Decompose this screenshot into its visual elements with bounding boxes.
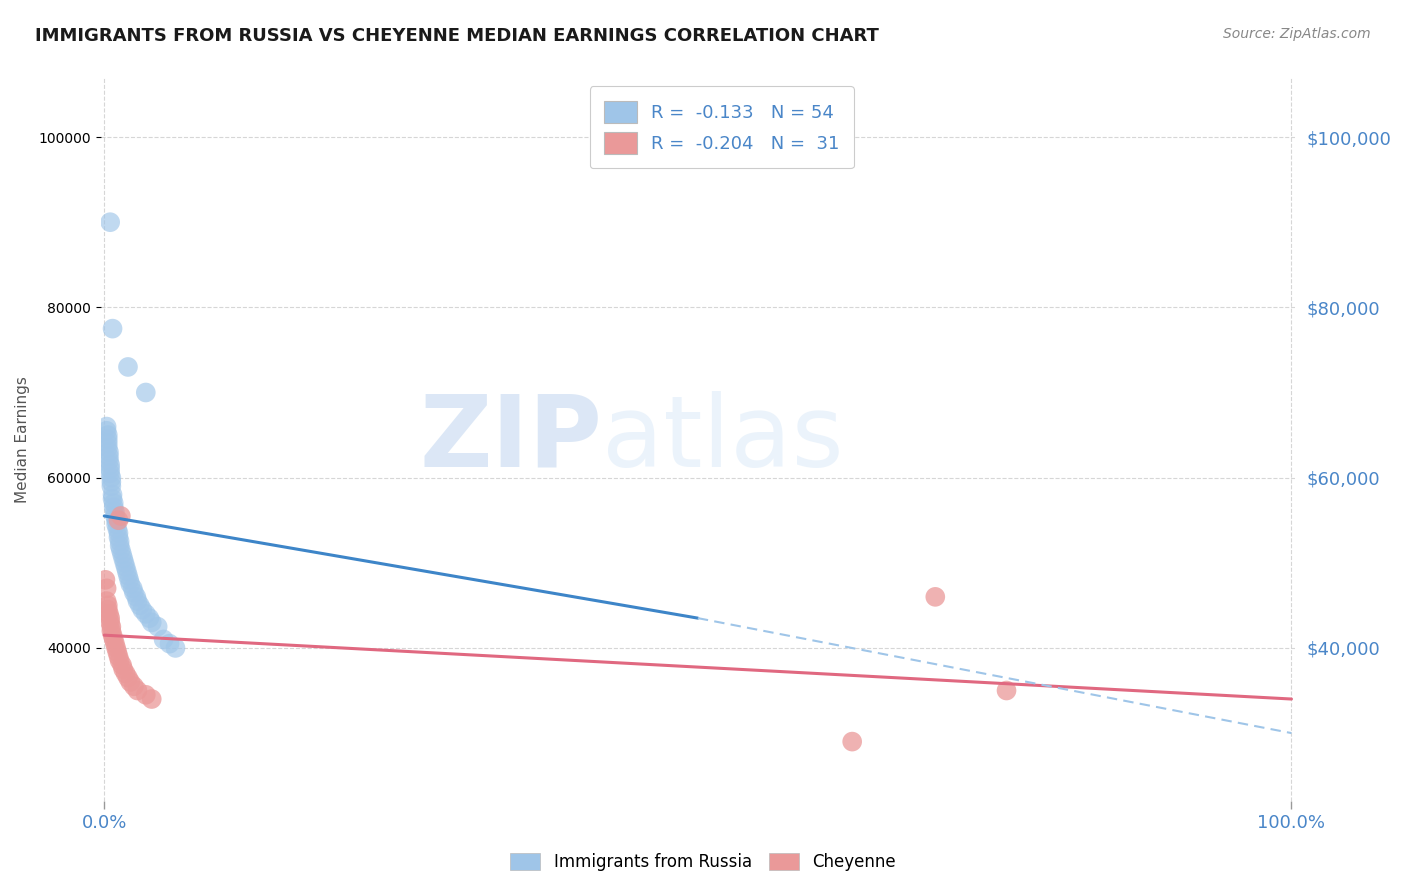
Point <box>97 428 120 442</box>
Point <box>96 594 118 608</box>
Point <box>117 568 139 582</box>
Point <box>110 508 132 523</box>
Point <box>98 450 121 464</box>
Point <box>111 547 134 561</box>
Y-axis label: Median Earnings: Median Earnings <box>15 376 30 503</box>
Point <box>103 632 125 647</box>
Point <box>98 458 121 472</box>
Point <box>103 500 125 515</box>
Point <box>100 479 122 493</box>
Text: ZIP: ZIP <box>419 391 602 488</box>
Point <box>120 577 142 591</box>
Point <box>114 560 136 574</box>
Point <box>995 683 1018 698</box>
Point <box>841 734 863 748</box>
Point <box>120 675 142 690</box>
Point <box>127 683 149 698</box>
Point <box>135 607 157 621</box>
Point <box>141 692 163 706</box>
Point <box>104 637 127 651</box>
Point <box>138 611 160 625</box>
Point <box>105 517 128 532</box>
Point <box>94 573 117 587</box>
Point <box>111 657 134 672</box>
Point <box>108 654 131 668</box>
Point <box>98 607 121 621</box>
Point <box>97 599 120 613</box>
Point <box>114 666 136 681</box>
Point <box>105 640 128 655</box>
Point <box>121 582 143 596</box>
Text: Source: ZipAtlas.com: Source: ZipAtlas.com <box>1223 27 1371 41</box>
Point <box>127 594 149 608</box>
Point <box>117 359 139 374</box>
Point <box>103 496 125 510</box>
Point <box>135 688 157 702</box>
Point <box>118 573 141 587</box>
Point <box>104 508 127 523</box>
Point <box>141 615 163 630</box>
Point <box>152 632 174 647</box>
Point <box>107 526 129 541</box>
Point <box>98 215 121 229</box>
Point <box>107 513 129 527</box>
Point <box>135 385 157 400</box>
Point <box>97 433 120 447</box>
Point <box>100 624 122 638</box>
Point <box>101 321 124 335</box>
Point <box>107 530 129 544</box>
Point <box>101 488 124 502</box>
Point <box>98 453 121 467</box>
Point <box>146 620 169 634</box>
Point <box>97 436 120 450</box>
Point <box>159 637 181 651</box>
Point <box>125 590 148 604</box>
Point <box>112 556 135 570</box>
Point <box>122 585 145 599</box>
Point <box>122 679 145 693</box>
Point <box>117 671 139 685</box>
Point <box>128 599 150 613</box>
Point <box>98 615 121 630</box>
Point <box>165 640 187 655</box>
Point <box>96 424 118 438</box>
Point <box>101 491 124 506</box>
Point <box>108 539 131 553</box>
Point <box>100 475 122 489</box>
Point <box>105 513 128 527</box>
Point <box>105 522 128 536</box>
Point <box>100 620 122 634</box>
Legend: R =  -0.133   N = 54, R =  -0.204   N =  31: R = -0.133 N = 54, R = -0.204 N = 31 <box>589 87 853 169</box>
Point <box>112 662 135 676</box>
Point <box>112 551 135 566</box>
Point <box>98 462 121 476</box>
Point <box>97 441 120 455</box>
Point <box>924 590 946 604</box>
Point <box>96 419 118 434</box>
Legend: Immigrants from Russia, Cheyenne: Immigrants from Russia, Cheyenne <box>502 845 904 880</box>
Point <box>101 628 124 642</box>
Point <box>115 564 138 578</box>
Point <box>98 611 121 625</box>
Text: atlas: atlas <box>602 391 844 488</box>
Point <box>131 602 153 616</box>
Point <box>100 470 122 484</box>
Point <box>98 467 121 481</box>
Point <box>110 543 132 558</box>
Point <box>98 445 121 459</box>
Point <box>105 645 128 659</box>
Point <box>107 649 129 664</box>
Point <box>104 505 127 519</box>
Point <box>96 582 118 596</box>
Point <box>108 534 131 549</box>
Point <box>97 602 120 616</box>
Text: IMMIGRANTS FROM RUSSIA VS CHEYENNE MEDIAN EARNINGS CORRELATION CHART: IMMIGRANTS FROM RUSSIA VS CHEYENNE MEDIA… <box>35 27 879 45</box>
